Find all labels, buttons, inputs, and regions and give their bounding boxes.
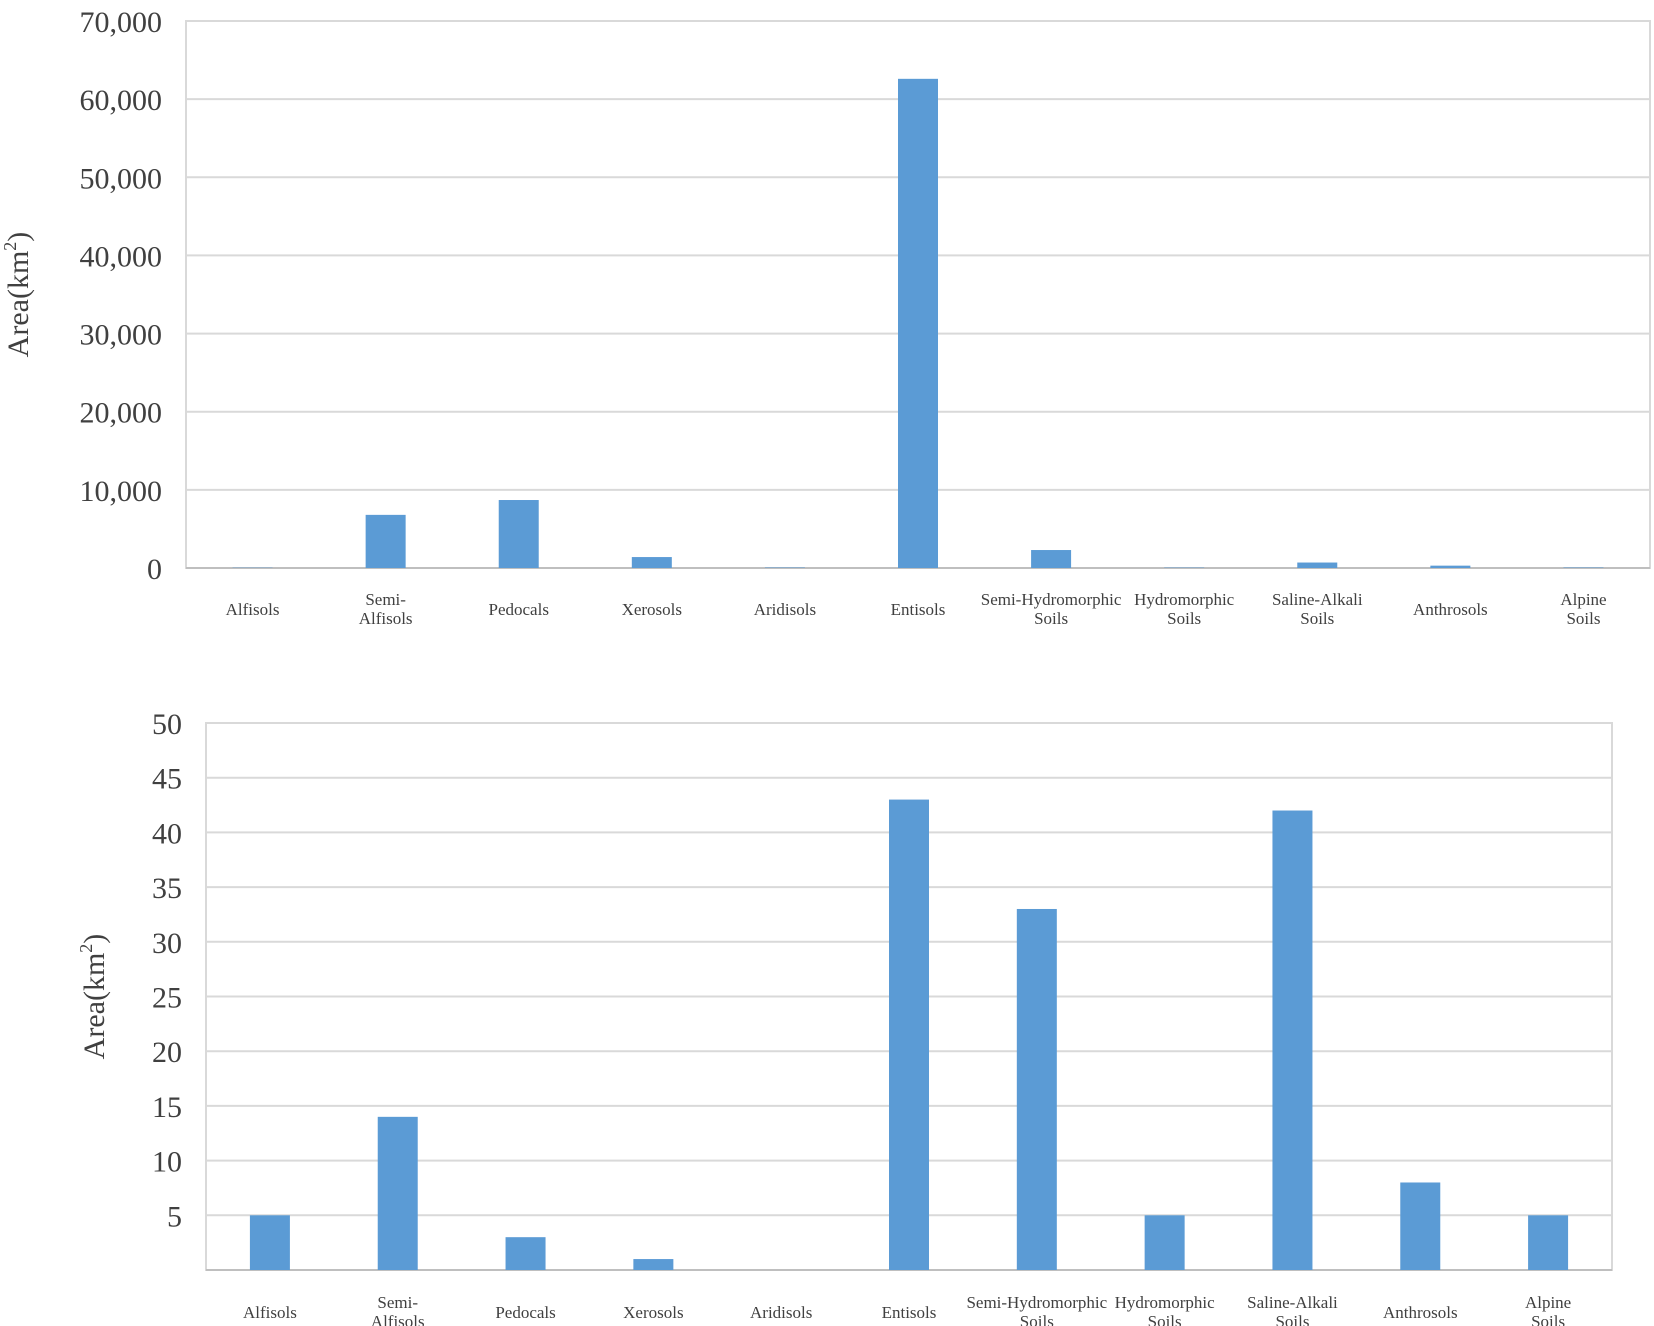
- bar: [1031, 550, 1072, 568]
- bar: [1016, 908, 1057, 1270]
- y-tick-label: 10,000: [80, 475, 163, 508]
- bar: [633, 1259, 674, 1270]
- x-tick-label: Semi-Alfisols: [371, 1293, 425, 1326]
- bar: [377, 1116, 418, 1270]
- y-axis-label: Area(km2): [76, 934, 111, 1060]
- y-tick-label: 5: [167, 1200, 182, 1233]
- y-tick-label: 40,000: [80, 240, 163, 273]
- x-tick-label: Aridisols: [754, 600, 816, 619]
- x-tick-label: Hydromorphic Soils: [1134, 590, 1235, 628]
- x-tick-label: Alpine Soils: [1560, 590, 1606, 628]
- bar: [1528, 1215, 1569, 1270]
- chart-top-soil-area: 0 10,000 20,000 30,000 40,000 50,000 60,000 70,…: [0, 6, 1651, 628]
- bar: [631, 557, 672, 568]
- y-tick-label: 50: [152, 708, 182, 741]
- x-tick-label: Aridisols: [750, 1303, 812, 1322]
- y-tick-label: 0: [147, 553, 162, 586]
- x-tick-label: Entisols: [891, 600, 946, 619]
- bar: [1272, 810, 1313, 1270]
- y-tick-label: 15: [152, 1091, 182, 1124]
- x-tick-label: Hydromorphic Soils: [1115, 1293, 1216, 1326]
- x-tick-label: Anthrosols: [1413, 600, 1488, 619]
- bar: [889, 799, 929, 1270]
- x-tick-label: Xerosols: [623, 1303, 683, 1322]
- x-tick-label: Anthrosols: [1383, 1303, 1458, 1322]
- y-tick-label: 20: [152, 1036, 182, 1069]
- bar: [1430, 565, 1471, 568]
- y-tick-label: 30,000: [80, 319, 163, 352]
- bar: [249, 1215, 290, 1270]
- x-tick-label: Semi-Hydromorphic Soils: [966, 1293, 1107, 1326]
- x-tick-label: Alpine Soils: [1525, 1293, 1571, 1326]
- y-tick-label: 10: [152, 1146, 182, 1179]
- x-tick-label: Saline-Alkali Soils: [1272, 590, 1363, 628]
- bar: [1297, 562, 1338, 568]
- y-tick-label: 25: [152, 982, 182, 1015]
- y-tick-label: 40: [152, 817, 182, 850]
- x-tick-label: Pedocals: [489, 600, 549, 619]
- y-tick-label: 20,000: [80, 397, 163, 430]
- x-tick-label: Saline-Alkali Soils: [1247, 1293, 1338, 1326]
- x-tick-label: Semi-Hydromorphic Soils: [981, 590, 1122, 628]
- y-tick-label: 30: [152, 927, 182, 960]
- x-tick-label: Alfisols: [226, 600, 280, 619]
- y-tick-label: 45: [152, 763, 182, 796]
- bar: [1144, 1215, 1185, 1270]
- x-tick-label: Alfisols: [243, 1303, 297, 1322]
- x-tick-label: Semi-Alfisols: [359, 590, 413, 628]
- x-tick-label: Xerosols: [622, 600, 682, 619]
- bar: [498, 500, 539, 568]
- y-tick-label: 70,000: [80, 6, 163, 39]
- y-axis-label: Area(km2): [0, 232, 35, 358]
- chart-bottom-soil-area: 5 10 15 20 25 30 35 40 45 50 Area(km2) Alfisols Semi…: [76, 708, 1613, 1326]
- y-tick-label: 50,000: [80, 162, 163, 195]
- bar: [898, 78, 938, 568]
- bar: [505, 1237, 546, 1270]
- x-tick-label: Pedocals: [495, 1303, 555, 1322]
- y-tick-label: 35: [152, 872, 182, 905]
- bar: [365, 514, 406, 568]
- x-tick-label: Entisols: [882, 1303, 937, 1322]
- bar: [1400, 1182, 1441, 1270]
- y-tick-label: 60,000: [80, 84, 163, 117]
